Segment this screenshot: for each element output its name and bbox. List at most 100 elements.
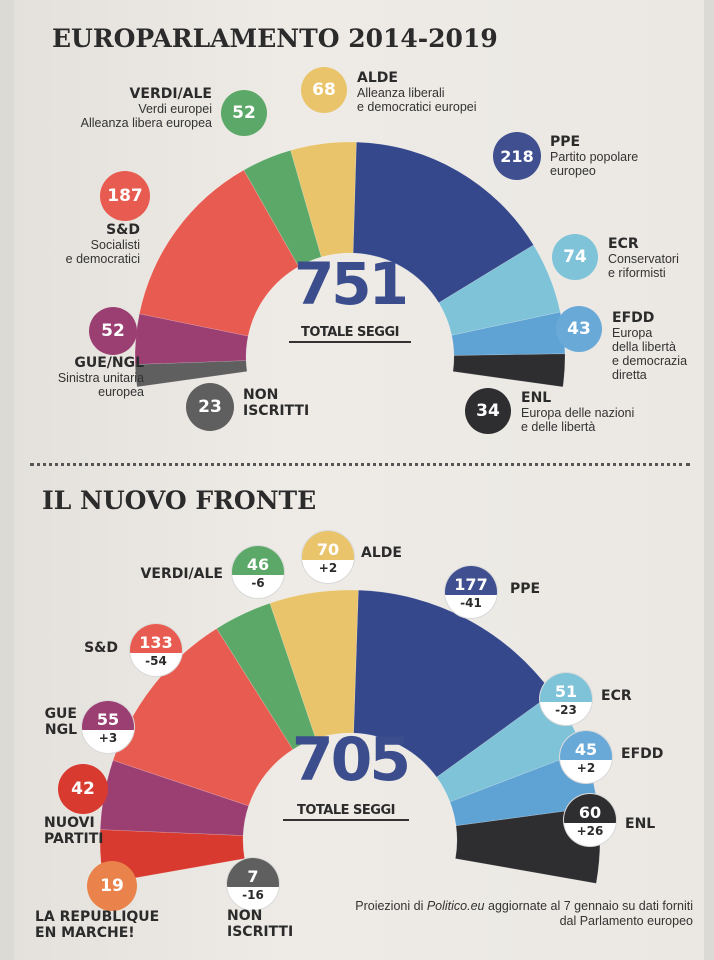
party-label-2014-verdi: VERDI/ALE Verdi europei Alleanza libera eu…: [81, 86, 212, 130]
party-label-2014-ppe-desc-0: Partito popolare: [550, 150, 639, 164]
source-note-prefix: Proiezioni di: [355, 899, 427, 913]
seat-bubble-2019-verdi: 46 -6: [231, 545, 285, 599]
party-label-2014-efdd-desc-1: della libertà: [612, 340, 676, 354]
arc-segment-alde: [290, 141, 357, 258]
seat-bubble-2019-ecr-seats: 51: [540, 673, 592, 702]
party-label-2014-efdd-desc-0: Europa: [612, 326, 653, 340]
party-label-2014-ecr-name: ECR: [608, 236, 639, 252]
party-label-2014-sd-desc-1: e democratici: [65, 252, 140, 266]
party-label-2019-alde: ALDE: [361, 545, 402, 561]
party-label-2019-ecr-name: ECR: [601, 688, 632, 704]
total-seats-2019: 705: [291, 725, 411, 795]
party-label-2014-alde-name: ALDE: [357, 70, 398, 86]
seat-bubble-2019-enl: 60 +26: [563, 793, 617, 847]
arc-segment-alde: [269, 589, 359, 740]
seat-bubble-2019-gue: 55 +3: [81, 700, 135, 754]
party-label-2019-lrem-name-line2: EN MARCHE!: [35, 925, 135, 941]
party-label-2019-lrem-name: LA REPUBLIQUE: [35, 909, 160, 925]
seat-bubble-2019-lrem: 19: [87, 861, 137, 911]
seat-bubble-2019-ppe: 177 -41: [444, 565, 498, 619]
party-label-2014-enl-name: ENL: [521, 390, 552, 406]
party-label-2014-sd: S&D Socialisti e democratici: [66, 222, 140, 266]
seat-bubble-2014-sd: 187: [100, 171, 150, 221]
party-label-2014-ppe: PPE Partito popolare europeo: [550, 134, 638, 178]
party-label-2019-ni: NON ISCRITTI: [227, 908, 293, 940]
party-label-2019-nuovi: NUOVI PARTITI: [44, 815, 103, 847]
party-label-2019-sd: S&D: [84, 640, 118, 656]
seat-bubble-2019-ni-delta: -16: [242, 888, 264, 902]
party-label-2014-verdi-desc-0: Verdi europei: [138, 102, 212, 116]
seat-bubble-2019-sd-delta: -54: [145, 654, 167, 668]
total-seats-label-2014: TOTALE SEGGI: [289, 325, 411, 343]
party-label-2014-efdd-name: EFDD: [612, 310, 655, 326]
seat-bubble-2019-efdd-delta: +2: [576, 761, 596, 775]
party-label-2014-ni-name: NON: [243, 387, 279, 403]
party-label-2019-ppe: PPE: [510, 581, 540, 597]
party-label-2019-gue-name: GUE: [44, 706, 77, 722]
party-label-2014-enl: ENL Europa delle nazioni e delle libertà: [521, 390, 634, 434]
party-label-2019-verdi-name: VERDI/ALE: [140, 566, 223, 582]
party-label-2019-ecr: ECR: [601, 688, 632, 704]
party-label-2019-sd-name: S&D: [84, 640, 118, 656]
party-label-2019-nuovi-name-line2: PARTITI: [44, 831, 104, 847]
source-note-suffix: aggiornate al 7 gennaio su dati forniti …: [484, 899, 693, 928]
seat-bubble-2019-ppe-delta: -41: [460, 596, 482, 610]
party-label-2014-sd-name: S&D: [106, 222, 140, 238]
arc-segment-enl: [452, 353, 566, 388]
seat-bubble-2019-ni-seats: 7: [227, 858, 279, 887]
total-seats-label-2019: TOTALE SEGGI: [283, 803, 409, 821]
party-label-2019-gue: GUE NGL: [45, 706, 77, 738]
party-label-2019-verdi: VERDI/ALE: [141, 566, 223, 582]
seat-bubble-2014-ecr: 74: [552, 234, 598, 280]
party-label-2014-ni: NON ISCRITTI: [243, 387, 309, 419]
seat-bubble-2014-verdi: 52: [221, 90, 267, 136]
party-label-2019-nuovi-name: NUOVI: [44, 815, 95, 831]
party-label-2019-ni-name: NON: [227, 908, 263, 924]
party-label-2019-alde-name: ALDE: [361, 545, 402, 561]
seat-bubble-2019-ecr-delta: -23: [555, 703, 577, 717]
seat-bubble-2014-ni: 23: [186, 383, 234, 431]
seat-bubble-2019-efdd: 45 +2: [559, 730, 613, 784]
seat-bubble-2014-gue: 52: [89, 307, 137, 355]
section-divider: [30, 463, 690, 466]
party-label-2014-verdi-name: VERDI/ALE: [129, 86, 212, 102]
party-label-2019-efdd: EFDD: [621, 746, 663, 762]
seat-bubble-2014-ppe: 218: [493, 132, 541, 180]
arc-segment-nuovi: [99, 829, 245, 884]
party-label-2014-ni-name-line2: ISCRITTI: [243, 403, 310, 419]
party-label-2014-efdd: EFDD Europa della libertà e democrazia diret…: [612, 310, 687, 382]
party-label-2019-ppe-name: PPE: [510, 581, 541, 597]
seat-bubble-2019-sd: 133 -54: [129, 623, 183, 677]
seat-bubble-2019-verdi-delta: -6: [251, 576, 265, 590]
party-label-2014-ppe-desc-1: europeo: [550, 164, 596, 178]
party-label-2019-ni-name-line2: ISCRITTI: [227, 924, 294, 940]
arc-segment-ppe: [352, 141, 534, 304]
party-label-2019-enl-name: ENL: [625, 816, 656, 832]
seat-bubble-2019-alde-delta: +2: [318, 561, 338, 575]
party-label-2014-gue: GUE/NGL Sinistra unitaria europea: [58, 355, 144, 399]
party-label-2019-efdd-name: EFDD: [621, 746, 664, 762]
party-label-2014-verdi-desc-1: Alleanza libera europea: [80, 116, 212, 130]
arc-segment-ni: [134, 360, 248, 388]
party-label-2014-efdd-desc-3: diretta: [612, 368, 647, 382]
party-label-2014-ppe-name: PPE: [550, 134, 581, 150]
source-note-source: Politico.eu: [426, 899, 485, 913]
party-label-2014-ecr: ECR Conservatori e riformisti: [608, 236, 679, 280]
party-label-2014-ecr-desc-0: Conservatori: [608, 252, 679, 266]
seat-bubble-2019-enl-seats: 60: [564, 794, 616, 823]
party-label-2019-gue-name-line2: NGL: [44, 722, 77, 738]
seat-bubble-2014-efdd: 43: [556, 306, 602, 352]
total-seats-2014: 751: [293, 250, 409, 318]
seat-bubble-2019-alde: 70 +2: [301, 530, 355, 584]
party-label-2019-lrem: LA REPUBLIQUE EN MARCHE!: [35, 909, 159, 941]
party-label-2019-enl: ENL: [625, 816, 655, 832]
parliament-arc-2014: [134, 141, 566, 388]
party-label-2014-efdd-desc-2: e democrazia: [612, 354, 688, 368]
party-label-2014-sd-desc-0: Socialisti: [90, 238, 140, 252]
party-label-2014-alde: ALDE Alleanza liberali e democratici europ…: [357, 70, 477, 114]
party-label-2014-enl-desc-1: e delle libertà: [521, 420, 596, 434]
seat-bubble-2019-gue-delta: +3: [98, 731, 118, 745]
parliament-arc-2019: [99, 589, 601, 884]
source-note: Proiezioni di Politico.eu aggiornate al …: [348, 899, 693, 929]
